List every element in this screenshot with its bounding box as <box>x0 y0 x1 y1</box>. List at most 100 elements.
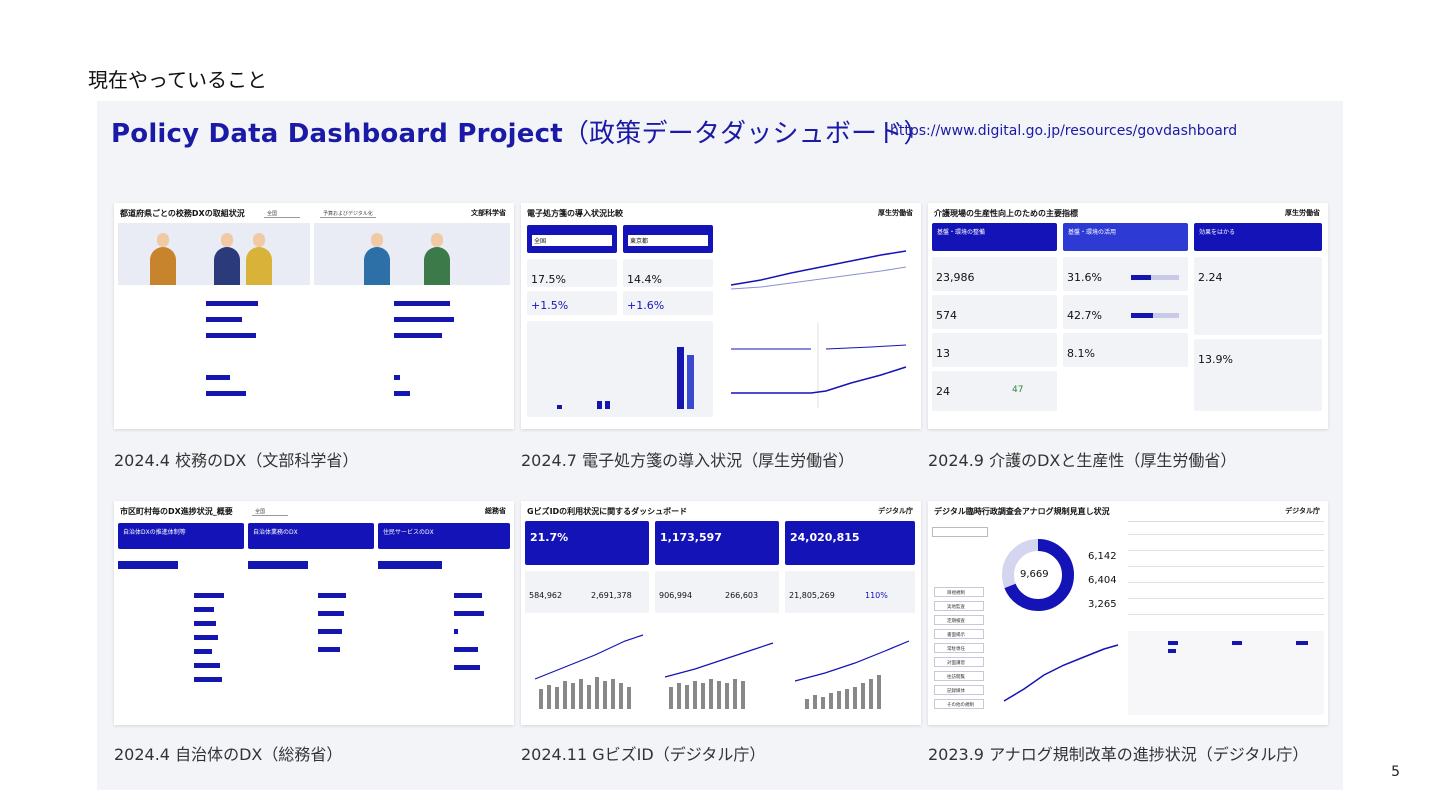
bar <box>206 375 230 380</box>
rate-b-card: 14.4% <box>623 259 713 287</box>
line-chart <box>730 250 907 290</box>
metric-card: 23,986 <box>932 257 1057 291</box>
region-b-box[interactable]: 東京都 <box>623 225 713 253</box>
thumb-select[interactable]: 予算およびデジタル化 <box>320 208 376 218</box>
tab-header[interactable]: 住民サービスのDX <box>378 523 510 549</box>
thumbnail-gbizid[interactable]: GビズIDの利用状況に関するダッシュボード デジタル庁 21.7% 1,173,… <box>521 501 921 725</box>
progress-line-chart <box>1003 644 1119 702</box>
step-3[interactable]: 効果をはかる <box>1194 223 1322 251</box>
delta-a-card: +1.5% <box>527 291 617 315</box>
bar <box>194 677 222 682</box>
dashboard-panel: Policy Data Dashboard Project（政策データダッシュボ… <box>97 101 1343 790</box>
kpi-value: 21.7% <box>530 531 569 544</box>
metric-value: 2.24 <box>1198 271 1223 284</box>
metric-card: 13 <box>932 333 1057 367</box>
person-figure <box>150 233 176 285</box>
panel-title: Policy Data Dashboard Project（政策データダッシュボ… <box>111 113 930 150</box>
bar <box>454 611 484 616</box>
bar <box>118 561 178 569</box>
metric-value: 42.7% <box>1067 309 1102 322</box>
thumbnail-municipal-dx[interactable]: 市区町村毎のDX進捗状況_概要 全国 総務省 自治体DXの推進体制等 自治体業務… <box>114 501 514 725</box>
regulation-filter[interactable]: その他の規制 <box>934 699 984 709</box>
kpi-value: 1,173,597 <box>660 531 722 544</box>
thumb-caption: 2024.4 自治体のDX（総務省） <box>114 745 343 764</box>
metric-value: 13.9% <box>1198 353 1233 366</box>
metric-value: 23,986 <box>936 271 975 284</box>
thumb-title: GビズIDの利用状況に関するダッシュボード <box>527 507 688 516</box>
thumb-title: 介護現場の生産性向上のための主要指標 <box>934 209 1078 218</box>
bar <box>394 301 450 306</box>
line-chart <box>731 323 907 408</box>
sub-value: 2,691,378 <box>591 591 632 600</box>
thumb-caption: 2023.9 アナログ規制改革の進捗状況（デジタル庁） <box>928 745 1309 764</box>
sub-card: 21,805,269 110% <box>785 571 915 613</box>
thumb-logo: 厚生労働省 <box>1285 209 1320 217</box>
regulation-filter[interactable]: 目視規制 <box>934 587 984 597</box>
step-label: 効果をはかる <box>1199 229 1236 236</box>
donut-total: 9,669 <box>1020 569 1049 580</box>
metric-value: 8.1% <box>1067 347 1095 360</box>
region-b-select[interactable]: 東京都 <box>628 235 708 246</box>
bar <box>318 647 340 652</box>
person-figure <box>424 233 450 285</box>
delta-a-value: +1.5% <box>531 299 569 312</box>
thumbnail-care-dx[interactable]: 介護現場の生産性向上のための主要指標 厚生労働省 基盤・環境の整備 基盤・環境の… <box>928 203 1328 429</box>
region-a-select[interactable]: 全国 <box>532 235 612 246</box>
bar <box>194 593 224 598</box>
thumb-caption: 2024.9 介護のDXと生産性（厚生労働省） <box>928 451 1237 470</box>
thumb-title: デジタル臨時行政調査会アナログ規制見直し状況 <box>934 507 1110 516</box>
bar <box>454 665 480 670</box>
regulation-filter[interactable]: 記録媒体 <box>934 685 984 695</box>
thumb-caption: 2024.7 電子処方箋の導入状況（厚生労働省） <box>521 451 855 470</box>
metric-value: 31.6% <box>1067 271 1102 284</box>
thumb-logo: 厚生労働省 <box>878 209 913 217</box>
count-value: 6,142 <box>1088 551 1117 562</box>
regulation-filter[interactable]: 対面講習 <box>934 657 984 667</box>
thumb-logo: 文部科学省 <box>471 209 506 217</box>
illustration <box>118 223 310 285</box>
step-1[interactable]: 基盤・環境の整備 <box>932 223 1057 251</box>
metric-card: 13.9% <box>1194 339 1322 411</box>
thumb-title: 電子処方箋の導入状況比較 <box>527 209 623 218</box>
bar <box>454 593 482 598</box>
thumbnail-school-dx[interactable]: 都道府県ごとの校務DXの取組状況 全国 予算およびデジタル化 文部科学省 <box>114 203 514 429</box>
metric-value: 574 <box>936 309 957 322</box>
step-label: 基盤・環境の活用 <box>1068 229 1117 236</box>
thumbnail-analog-regulation[interactable]: デジタル臨時行政調査会アナログ規制見直し状況 デジタル庁 目視規制 実地監査 定… <box>928 501 1328 725</box>
sub-value: 266,603 <box>725 591 759 600</box>
metric-card: 31.6% <box>1063 257 1188 291</box>
regulation-table <box>1128 521 1324 625</box>
tab-header[interactable]: 自治体DXの推進体制等 <box>118 523 244 549</box>
metric-card: 2.24 <box>1194 257 1322 335</box>
combo-chart <box>655 619 779 709</box>
kpi-card: 21.7% <box>525 521 649 565</box>
bar <box>248 561 308 569</box>
bar <box>394 333 442 338</box>
regulation-filter[interactable]: 常駐専任 <box>934 643 984 653</box>
page-number: 5 <box>1391 764 1400 780</box>
bar <box>454 647 478 652</box>
panel-url[interactable]: https://www.digital.go.jp/resources/govd… <box>890 123 1238 139</box>
tab-label: 自治体DXの推進体制等 <box>123 529 186 536</box>
kpi-card: 24,020,815 <box>785 521 915 565</box>
step-2[interactable]: 基盤・環境の活用 <box>1063 223 1188 251</box>
bar <box>318 629 342 634</box>
regulation-filter[interactable]: 定期検査 <box>934 615 984 625</box>
summary-table <box>1128 631 1324 715</box>
metric-card: 8.1% <box>1063 333 1188 367</box>
panel-title-jp: （政策データダッシュボード） <box>562 119 930 149</box>
sub-card: 584,962 2,691,378 <box>525 571 649 613</box>
rate-a-value: 17.5% <box>531 273 566 286</box>
bar <box>206 333 256 338</box>
thumb-select[interactable]: 全国 <box>252 506 288 516</box>
thumbnail-e-prescription[interactable]: 電子処方箋の導入状況比較 厚生労働省 全国 東京都 17.5% 14.4% +1… <box>521 203 921 429</box>
search-box[interactable] <box>932 527 988 537</box>
regulation-filter[interactable]: 往訪閲覧 <box>934 671 984 681</box>
tab-header[interactable]: 自治体業務のDX <box>248 523 374 549</box>
metric-card: 24 47 <box>932 371 1057 411</box>
region-a-box[interactable]: 全国 <box>527 225 617 253</box>
thumb-caption: 2024.11 GビズID（デジタル庁） <box>521 745 766 764</box>
regulation-filter[interactable]: 書面掲示 <box>934 629 984 639</box>
regulation-filter[interactable]: 実地監査 <box>934 601 984 611</box>
thumb-select[interactable]: 全国 <box>264 208 300 218</box>
